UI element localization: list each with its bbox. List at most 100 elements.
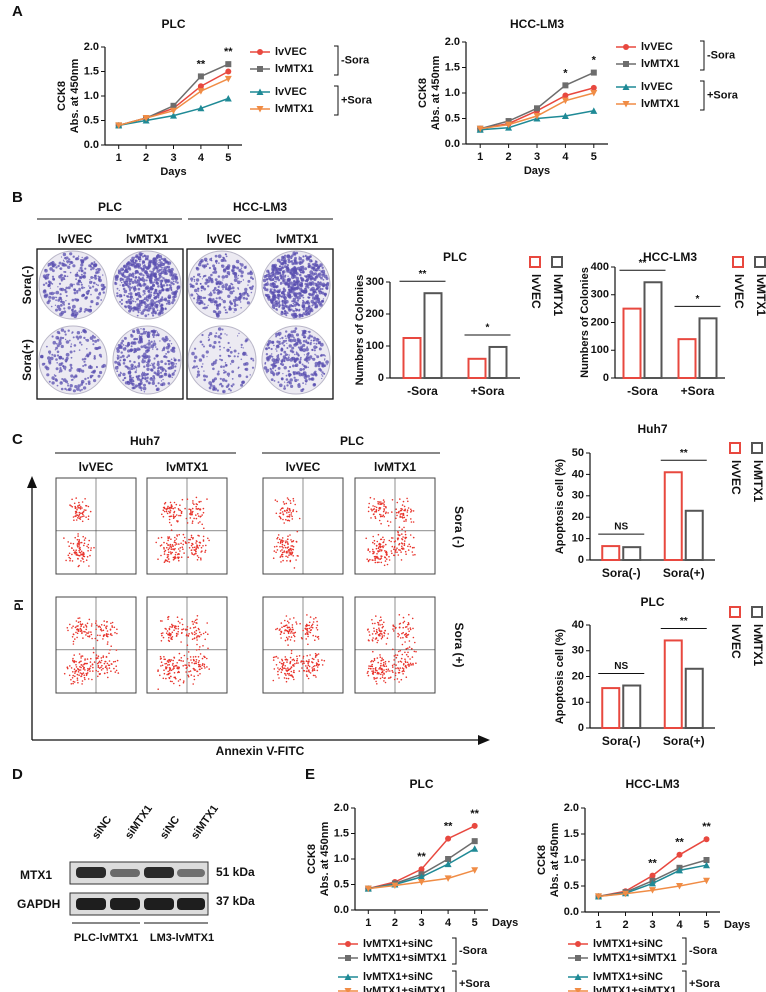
colony — [158, 302, 161, 305]
event — [90, 547, 92, 549]
colony — [279, 383, 283, 388]
colony — [203, 275, 206, 278]
colony — [153, 294, 155, 297]
event — [171, 680, 173, 683]
marker — [142, 115, 150, 122]
colony — [295, 272, 299, 276]
event — [371, 559, 374, 561]
colony — [322, 272, 326, 276]
colony — [212, 271, 215, 274]
colony — [208, 344, 212, 348]
colony — [270, 378, 274, 381]
colony — [86, 348, 88, 350]
colony — [148, 340, 150, 342]
event — [71, 498, 73, 501]
event — [170, 538, 172, 540]
event — [283, 550, 286, 552]
event — [375, 637, 378, 639]
event — [202, 663, 204, 665]
event — [405, 518, 407, 521]
colony — [69, 384, 73, 388]
event — [202, 511, 205, 514]
colony — [212, 298, 215, 301]
event — [82, 555, 85, 558]
colony — [131, 259, 135, 264]
colony — [160, 284, 163, 286]
event — [90, 633, 93, 636]
event — [411, 647, 413, 650]
colony — [224, 309, 227, 311]
event — [171, 626, 173, 629]
annotation: ** — [197, 58, 206, 70]
colony — [141, 276, 144, 280]
colony — [286, 264, 289, 267]
colony — [60, 303, 63, 307]
y-tick-label: 2.0 — [564, 802, 579, 814]
colony — [58, 307, 62, 311]
y-tick-label: 200 — [366, 308, 384, 320]
colony — [134, 280, 138, 284]
colony — [70, 343, 73, 345]
event — [400, 657, 403, 660]
event — [168, 518, 171, 521]
colony — [58, 371, 60, 373]
colony — [244, 368, 247, 371]
event — [378, 668, 380, 670]
event — [287, 667, 289, 669]
event — [413, 546, 415, 549]
colony — [140, 332, 144, 336]
legend-label: lvMTX1+siNC — [363, 938, 433, 950]
colony — [292, 338, 297, 343]
event — [87, 546, 90, 549]
colony — [150, 270, 155, 275]
colony — [271, 264, 275, 268]
event — [167, 539, 169, 542]
colony — [149, 270, 151, 272]
event — [192, 510, 194, 513]
band — [144, 898, 174, 910]
event — [182, 660, 184, 662]
event — [381, 515, 384, 518]
colony — [198, 263, 202, 267]
event — [311, 624, 313, 627]
colony — [116, 370, 119, 373]
colony — [313, 349, 316, 352]
event — [379, 656, 382, 658]
event — [86, 622, 89, 625]
colony — [196, 267, 200, 271]
event — [76, 679, 79, 681]
colony — [67, 388, 71, 391]
colony — [297, 383, 301, 386]
event — [409, 545, 412, 548]
colony — [143, 300, 146, 304]
colony — [293, 336, 295, 339]
event — [189, 538, 191, 541]
colony — [199, 340, 203, 344]
colony — [216, 288, 220, 292]
event — [165, 662, 168, 665]
colony — [81, 358, 85, 361]
event — [163, 669, 165, 671]
event — [204, 638, 206, 641]
event — [85, 509, 87, 512]
chart-title: PLC — [443, 250, 467, 264]
colony — [228, 388, 231, 391]
colony — [265, 368, 270, 373]
colony — [289, 358, 294, 362]
colony — [219, 334, 221, 336]
colony — [214, 304, 216, 306]
event — [409, 658, 411, 660]
event — [403, 520, 405, 522]
event — [288, 548, 290, 551]
legend-bracket — [682, 970, 687, 992]
colony — [213, 270, 218, 274]
colony — [282, 373, 284, 375]
colony — [77, 279, 82, 283]
colony — [81, 369, 85, 373]
colony — [42, 283, 46, 286]
event — [198, 501, 201, 503]
colony — [237, 280, 241, 285]
event — [400, 559, 403, 561]
event — [313, 658, 315, 661]
event — [373, 555, 376, 558]
